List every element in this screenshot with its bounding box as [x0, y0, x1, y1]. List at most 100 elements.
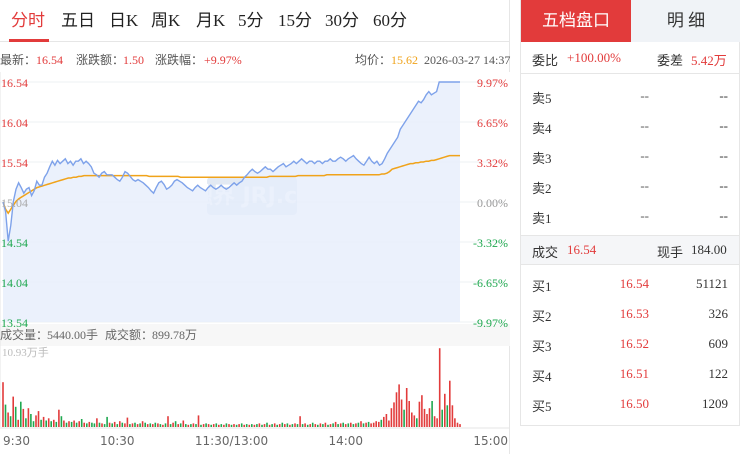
sell-price: -- [640, 118, 649, 133]
divider [521, 264, 739, 265]
tab-intraday[interactable]: 分时 [11, 11, 45, 30]
weicha-label: 委差 [657, 53, 684, 68]
volume-bar [88, 421, 91, 427]
volume-bar [37, 411, 40, 427]
volume-bar [159, 424, 162, 427]
volume-bar [456, 422, 459, 427]
volume-bar [228, 424, 230, 427]
divider [521, 73, 739, 74]
active-tab-underline [9, 39, 49, 42]
volume-bar [238, 424, 240, 427]
deal-label: 成交 [532, 245, 559, 260]
buy-level-label: 买1 [532, 279, 552, 294]
sell-level-label: 卖2 [532, 181, 552, 196]
volume-bar [444, 393, 446, 427]
volume-bar [253, 424, 256, 427]
sell-row: 卖3 -- -- [521, 148, 739, 166]
volume-bar [192, 423, 195, 427]
buy-volume: 51121 [695, 276, 728, 291]
volume-bar [154, 422, 157, 427]
deal-value: 16.54 [567, 242, 597, 257]
tab-daily-k[interactable]: 日K [109, 11, 139, 30]
volume-bar [398, 384, 400, 427]
last-deal-row: 成交 16.54 现手 184.00 [521, 236, 739, 264]
volume-bar [182, 420, 185, 427]
tab-5min[interactable]: 5分 [238, 11, 264, 30]
volume-bar [248, 424, 251, 427]
weibi-value: +100.00% [567, 50, 621, 65]
volume-bar [75, 422, 78, 427]
volume-bar [350, 422, 352, 427]
tab-weekly-k[interactable]: 周K [151, 11, 181, 30]
volume-bar [116, 424, 119, 427]
x-tick-label: 10:30 [100, 434, 135, 448]
buy-row: 买3 16.52 609 [521, 336, 739, 354]
volume-bar [164, 423, 167, 427]
tab-five-day[interactable]: 五日 [61, 11, 95, 30]
volume-bar [411, 412, 413, 427]
volume-bar [441, 409, 443, 427]
volume-bar [431, 401, 433, 427]
volume-bar [436, 418, 438, 427]
volume-bar [20, 401, 22, 427]
volume-label: 成交量： [0, 327, 48, 342]
tab-60min[interactable]: 60分 [373, 11, 407, 30]
volume-bar [428, 408, 431, 427]
quote-datetime: 2026-03-27 14:37 [424, 53, 511, 67]
volume-bar [42, 416, 45, 427]
change-label: 涨跌额： [76, 53, 125, 67]
y-tick-left-label: 15.54 [1, 156, 28, 170]
volume-bar [268, 424, 271, 427]
volume-bar [256, 424, 258, 427]
tab-five-level-quote[interactable]: 五档盘口 [521, 0, 631, 42]
sell-level-label: 卖4 [532, 121, 552, 136]
volume-bar [347, 423, 350, 427]
order-book-panel: 五档盘口 明 细 委比 +100.00% 委差 5.42万 卖5 -- -- 卖4 --… [520, 0, 740, 426]
sell-volume: -- [719, 178, 728, 193]
tab-30min[interactable]: 30分 [325, 11, 359, 30]
volume-bar [418, 401, 421, 427]
volume-bar [40, 419, 42, 427]
sell-row: 卖2 -- -- [521, 178, 739, 196]
volume-bar [220, 424, 223, 427]
volume-bar [311, 422, 314, 427]
weicha-value: 5.42万 [691, 53, 727, 68]
tab-trade-detail[interactable]: 明 细 [631, 0, 740, 42]
volume-bar [223, 424, 225, 427]
volume-bar [134, 422, 136, 427]
volume-bar [93, 423, 96, 427]
volume-bar [80, 419, 83, 427]
volume-bar [329, 424, 332, 427]
volume-bar [266, 422, 268, 427]
buy-price: 16.53 [619, 306, 649, 321]
volume-bar [190, 424, 192, 427]
volume-bar [108, 422, 111, 427]
volume-bar [273, 423, 276, 427]
y-tick-left-label: 16.54 [1, 76, 28, 90]
volume-bar [454, 418, 456, 427]
tab-15min[interactable]: 15分 [278, 11, 312, 30]
x-tick-label: 14:00 [328, 434, 363, 448]
volume-bar [225, 423, 228, 427]
sell-level-label: 卖3 [532, 151, 552, 166]
x-axis: 9:30 10:30 11:30/13:00 14:00 15:00 [3, 434, 508, 448]
y-tick-right-label: 0.00% [477, 196, 508, 210]
volume-info-bg [0, 324, 510, 346]
amount-label: 成交额： [105, 327, 153, 342]
volume-bar [281, 422, 284, 427]
volume-bar [106, 416, 108, 427]
avg-value: 15.62 [391, 53, 418, 67]
volume-bar [4, 404, 7, 427]
buy-level-label: 买3 [532, 339, 552, 354]
tab-monthly-k[interactable]: 月K [196, 11, 226, 30]
volume-bar [446, 405, 449, 427]
buy-price: 16.50 [619, 396, 649, 411]
volume-bar [342, 422, 344, 427]
latest-label: 最新： [0, 53, 37, 67]
volume-bar [421, 395, 423, 427]
buy-volume: 609 [708, 336, 729, 351]
volume-bar [17, 419, 19, 427]
volume-bar [131, 423, 134, 427]
volume-bar [91, 422, 93, 427]
volume-bar [322, 424, 324, 427]
